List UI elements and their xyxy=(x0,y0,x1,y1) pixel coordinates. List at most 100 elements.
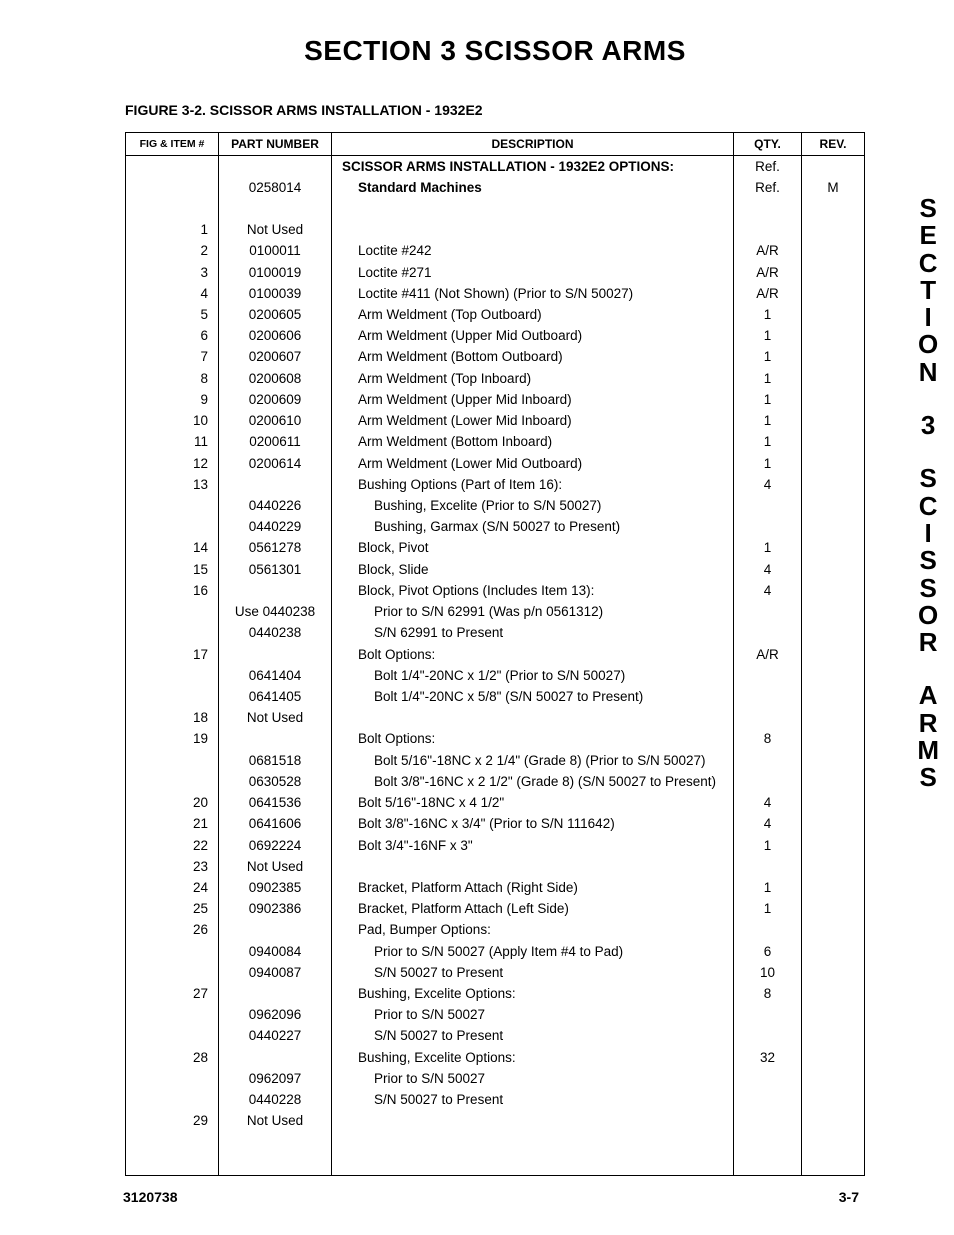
cell-partnumber: 0200608 xyxy=(219,368,332,389)
cell-qty: 1 xyxy=(734,368,802,389)
cell-partnumber: 0561278 xyxy=(219,538,332,559)
cell-rev xyxy=(802,602,865,623)
cell-partnumber: 0200610 xyxy=(219,411,332,432)
side-tab-letter: S xyxy=(917,195,940,222)
table-row: 110200611Arm Weldment (Bottom Inboard)1 xyxy=(126,432,865,453)
side-tab-word: SECTION xyxy=(917,195,940,386)
cell-rev xyxy=(802,198,865,219)
cell-fig xyxy=(126,1132,219,1153)
cell-fig: 27 xyxy=(126,984,219,1005)
side-tab-letter: S xyxy=(917,547,940,574)
cell-qty: 4 xyxy=(734,814,802,835)
cell-fig: 19 xyxy=(126,729,219,750)
cell-description: Block, Slide xyxy=(332,559,734,580)
table-row: 90200609Arm Weldment (Upper Mid Inboard)… xyxy=(126,389,865,410)
cell-fig xyxy=(126,962,219,983)
cell-description: S/N 50027 to Present xyxy=(332,1026,734,1047)
side-tab-letter: C xyxy=(917,250,940,277)
cell-qty xyxy=(734,496,802,517)
cell-fig: 17 xyxy=(126,644,219,665)
cell-partnumber xyxy=(219,1047,332,1068)
cell-qty xyxy=(734,1005,802,1026)
cell-fig: 6 xyxy=(126,326,219,347)
cell-description xyxy=(332,856,734,877)
cell-rev xyxy=(802,517,865,538)
cell-rev xyxy=(802,262,865,283)
cell-rev xyxy=(802,538,865,559)
table-row: 0440238S/N 62991 to Present xyxy=(126,623,865,644)
cell-description: Prior to S/N 50027 xyxy=(332,1005,734,1026)
cell-partnumber xyxy=(219,474,332,495)
table-row: 0440228S/N 50027 to Present xyxy=(126,1090,865,1111)
cell-description xyxy=(332,708,734,729)
table-row: 0440226Bushing, Excelite (Prior to S/N 5… xyxy=(126,496,865,517)
cell-qty xyxy=(734,198,802,219)
side-tab-letter: I xyxy=(917,304,940,331)
table-row: 0940084Prior to S/N 50027 (Apply Item #4… xyxy=(126,941,865,962)
cell-rev xyxy=(802,771,865,792)
cell-partnumber: 0440226 xyxy=(219,496,332,517)
cell-fig xyxy=(126,1153,219,1175)
col-pn: PART NUMBER xyxy=(219,133,332,156)
cell-description: Arm Weldment (Bottom Outboard) xyxy=(332,347,734,368)
cell-fig xyxy=(126,602,219,623)
cell-rev xyxy=(802,1111,865,1132)
cell-partnumber: 0200606 xyxy=(219,326,332,347)
cell-rev xyxy=(802,559,865,580)
cell-partnumber xyxy=(219,920,332,941)
cell-qty xyxy=(734,1153,802,1175)
cell-fig: 7 xyxy=(126,347,219,368)
cell-partnumber xyxy=(219,1153,332,1175)
table-row: 0641404Bolt 1/4"-20NC x 1/2" (Prior to S… xyxy=(126,665,865,686)
cell-fig: 18 xyxy=(126,708,219,729)
table-row: 30100019Loctite #271A/R xyxy=(126,262,865,283)
cell-fig: 22 xyxy=(126,835,219,856)
cell-description: Bolt 1/4"-20NC x 1/2" (Prior to S/N 5002… xyxy=(332,665,734,686)
cell-partnumber: 0200605 xyxy=(219,305,332,326)
cell-fig xyxy=(126,750,219,771)
cell-fig xyxy=(126,156,219,178)
cell-qty: 4 xyxy=(734,793,802,814)
cell-rev xyxy=(802,962,865,983)
cell-partnumber: 0200611 xyxy=(219,432,332,453)
table-row: 0962096Prior to S/N 50027 xyxy=(126,1005,865,1026)
cell-fig xyxy=(126,686,219,707)
cell-qty: A/R xyxy=(734,241,802,262)
table-row: 0630528Bolt 3/8"-16NC x 2 1/2" (Grade 8)… xyxy=(126,771,865,792)
table-row: 0440227S/N 50027 to Present xyxy=(126,1026,865,1047)
cell-fig xyxy=(126,1090,219,1111)
cell-description: S/N 62991 to Present xyxy=(332,623,734,644)
cell-rev xyxy=(802,708,865,729)
cell-partnumber: Use 0440238 xyxy=(219,602,332,623)
cell-fig: 12 xyxy=(126,453,219,474)
cell-description: Arm Weldment (Bottom Inboard) xyxy=(332,432,734,453)
cell-qty: A/R xyxy=(734,262,802,283)
cell-fig: 3 xyxy=(126,262,219,283)
cell-partnumber: 0641404 xyxy=(219,665,332,686)
cell-rev xyxy=(802,729,865,750)
cell-description: S/N 50027 to Present xyxy=(332,1090,734,1111)
cell-qty: 1 xyxy=(734,305,802,326)
cell-rev: M xyxy=(802,177,865,198)
cell-qty xyxy=(734,856,802,877)
cell-qty: 1 xyxy=(734,453,802,474)
cell-fig xyxy=(126,517,219,538)
cell-description xyxy=(332,220,734,241)
table-row: 70200607Arm Weldment (Bottom Outboard)1 xyxy=(126,347,865,368)
side-tab-letter: 3 xyxy=(917,412,940,439)
cell-partnumber: Not Used xyxy=(219,708,332,729)
cell-partnumber: Not Used xyxy=(219,856,332,877)
col-fig: FIG & ITEM # xyxy=(126,133,219,156)
cell-qty: 4 xyxy=(734,559,802,580)
table-row: 0940087S/N 50027 to Present10 xyxy=(126,962,865,983)
cell-description xyxy=(332,1153,734,1175)
table-row: 1Not Used xyxy=(126,220,865,241)
cell-description: Bolt Options: xyxy=(332,644,734,665)
table-row: 50200605Arm Weldment (Top Outboard)1 xyxy=(126,305,865,326)
cell-fig: 20 xyxy=(126,793,219,814)
cell-rev xyxy=(802,1153,865,1175)
cell-fig: 23 xyxy=(126,856,219,877)
cell-description: Bracket, Platform Attach (Left Side) xyxy=(332,899,734,920)
cell-qty xyxy=(734,1111,802,1132)
cell-qty: 1 xyxy=(734,877,802,898)
